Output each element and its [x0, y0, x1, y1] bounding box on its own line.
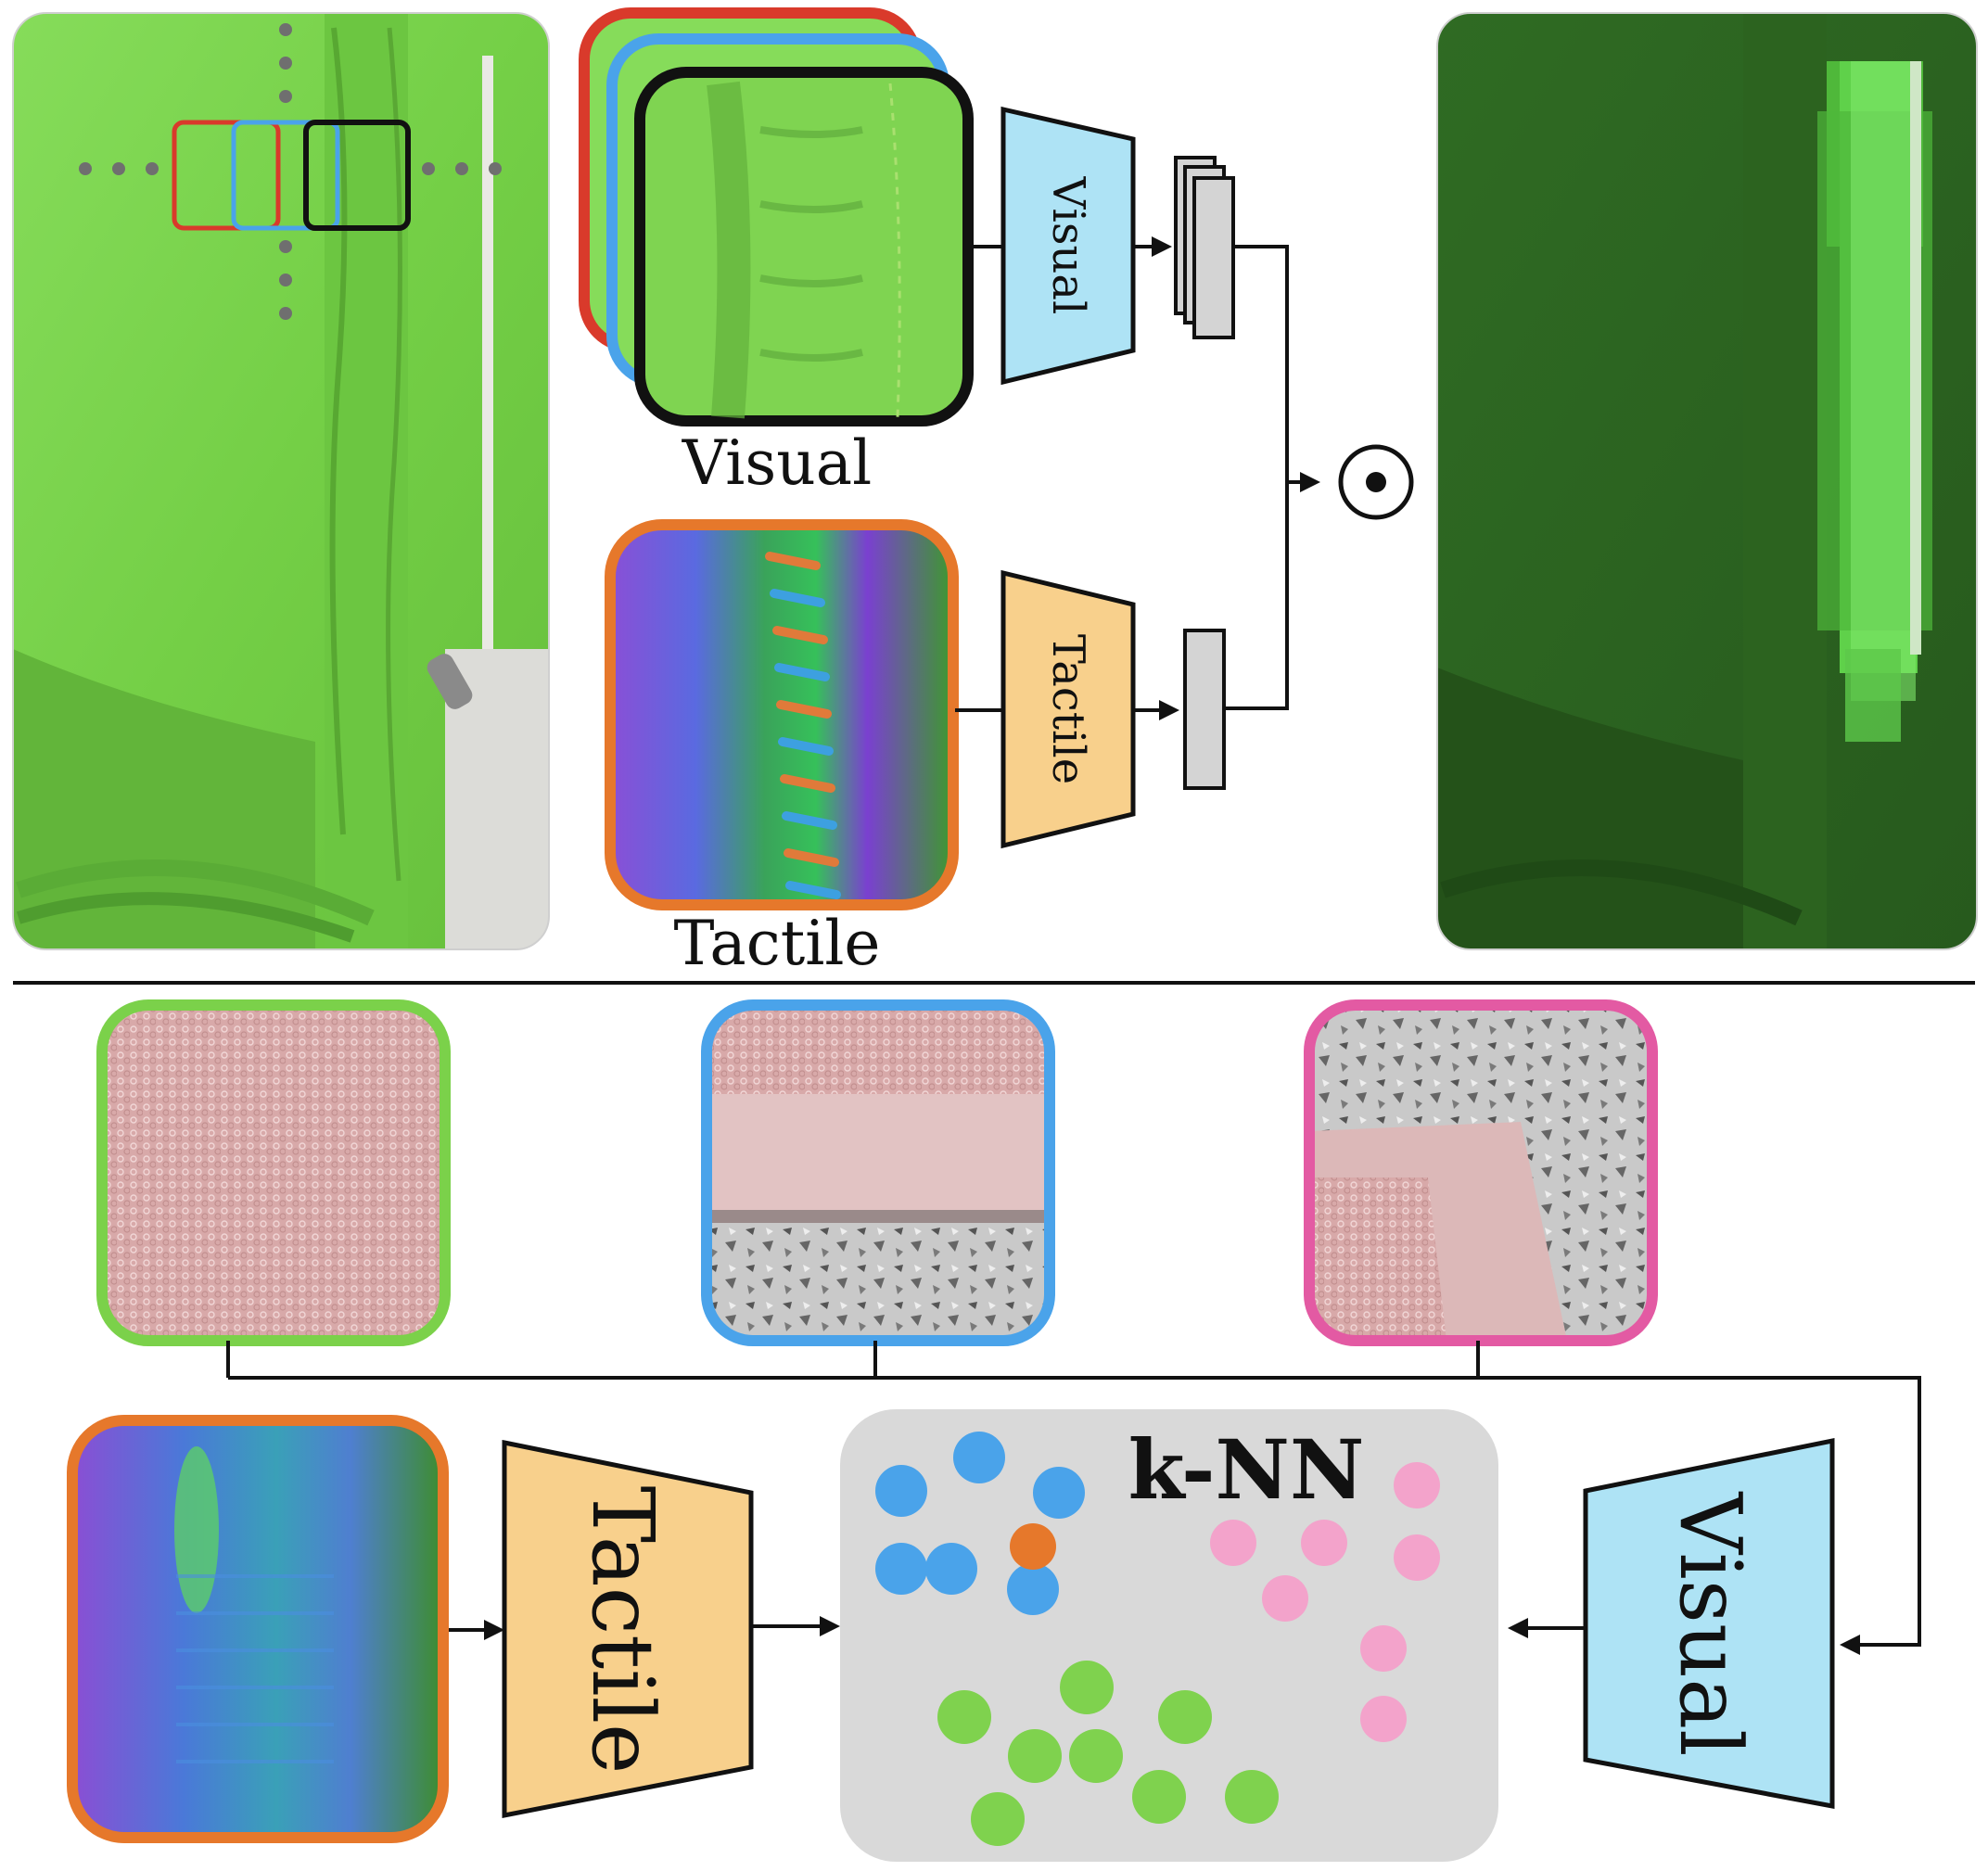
visual-feature-stack [1174, 156, 1235, 339]
knn-point-pink [1394, 1534, 1440, 1581]
tactile-encoder-top [1000, 569, 1136, 849]
knn-points-green [937, 1661, 1279, 1846]
crop-box-black [303, 120, 411, 231]
knn-point-pink [1301, 1520, 1347, 1566]
knn-point-green [937, 1690, 991, 1744]
bottom-arrowheads [484, 1616, 1860, 1655]
heatmap-photo-right-frame [1436, 12, 1978, 950]
tactile-feature-vector [1183, 629, 1226, 790]
knn-query-point-orange [1010, 1523, 1056, 1570]
tactile-image-bottom-frame [67, 1415, 449, 1843]
knn-point-blue [1007, 1563, 1059, 1615]
knn-points-pink [1210, 1462, 1440, 1742]
knn-point-blue [925, 1543, 977, 1595]
visual-candidate-pink-frame [1304, 999, 1658, 1346]
knn-point-green [1132, 1770, 1186, 1824]
visual-encoder-bottom [1583, 1437, 1835, 1810]
visual-candidate-pink [1309, 1005, 1652, 1341]
top-arrowheads [1152, 236, 1320, 720]
knn-point-blue [953, 1432, 1005, 1483]
knn-point-green [971, 1792, 1025, 1846]
visual-crop-stack [579, 7, 974, 426]
knn-points-blue [875, 1432, 1085, 1615]
elementwise-product-icon [1338, 444, 1414, 520]
tactile-image-top-frame [605, 519, 959, 910]
knn-point-green [1158, 1690, 1212, 1744]
visual-candidate-blue-frame [701, 999, 1055, 1346]
crop-box-blue [231, 120, 340, 231]
fabric-photo-left [13, 13, 549, 949]
visual-encoder-bottom-label: Visual [1661, 1492, 1760, 1757]
knn-point-blue [875, 1543, 927, 1595]
knn-point-pink [1262, 1575, 1308, 1622]
visual-candidate-blue [707, 1005, 1050, 1341]
knn-point-green [1069, 1729, 1123, 1783]
fabric-photo-left-frame [12, 12, 550, 950]
tactile-encoder-top-label: Tactile [1042, 634, 1094, 784]
visual-crop-black [634, 67, 974, 426]
knn-point-blue [875, 1465, 927, 1517]
knn-point-pink [1210, 1520, 1256, 1566]
bottom-connectors [226, 1341, 1921, 1647]
knn-label: k-NN [1128, 1421, 1365, 1518]
knn-point-blue [1033, 1467, 1085, 1519]
crop-box-red [172, 120, 281, 231]
tactile-image-top [610, 525, 953, 905]
heatmap-photo-right [1437, 13, 1977, 949]
tactile-image-label: Tactile [673, 908, 880, 979]
knn-point-green [1225, 1770, 1279, 1824]
scan-direction-dots [79, 23, 502, 320]
knn-point-pink [1360, 1696, 1407, 1742]
tactile-image-bottom [72, 1420, 443, 1838]
visual-candidate-green [102, 1005, 445, 1341]
knn-point-green [1060, 1661, 1114, 1714]
visual-candidate-green-frame [96, 999, 451, 1346]
knn-point-pink [1394, 1462, 1440, 1508]
knn-point-green [1008, 1729, 1062, 1783]
knn-point-pink [1360, 1625, 1407, 1672]
visual-encoder-top [1000, 106, 1136, 386]
visual-stack-label: Visual [682, 427, 872, 499]
visual-encoder-top-label: Visual [1042, 176, 1094, 315]
tactile-encoder-bottom-label: Tactile [573, 1486, 672, 1775]
tactile-encoder-bottom [502, 1439, 754, 1819]
